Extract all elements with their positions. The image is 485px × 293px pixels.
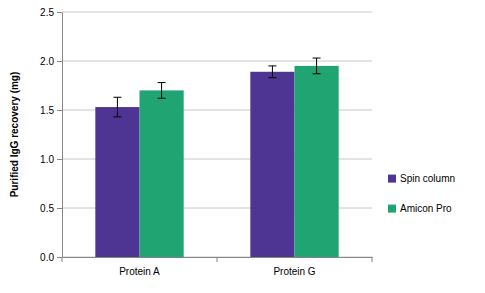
x-separator xyxy=(217,257,218,262)
chart: 0.0 0.5 1.0 1.5 2.0 2.5 Protein A Protein G Puri… xyxy=(0,0,485,293)
x-separator xyxy=(372,257,373,262)
y-axis: 0.0 0.5 1.0 1.5 2.0 2.5 xyxy=(40,7,62,263)
error-bar xyxy=(113,97,121,117)
y-tick-label: 0.0 xyxy=(40,252,54,263)
x-tick-mark xyxy=(139,257,140,262)
plot: 0.0 0.5 1.0 1.5 2.0 2.5 Protein A Protein G xyxy=(40,7,372,277)
bar xyxy=(250,72,294,257)
grid-line xyxy=(62,61,372,62)
x-tick: Protein A xyxy=(119,257,160,277)
legend-swatch xyxy=(388,175,396,183)
error-bar xyxy=(158,83,166,99)
y-tick: 1.5 xyxy=(40,105,62,116)
y-tick-mark xyxy=(57,257,62,258)
x-separator xyxy=(62,257,63,262)
x-tick-mark xyxy=(294,257,295,262)
x-tick-label: Protein A xyxy=(119,266,160,277)
error-bar xyxy=(313,58,321,74)
y-tick-mark xyxy=(57,208,62,209)
y-tick-mark xyxy=(57,12,62,13)
legend-item: Amicon Pro xyxy=(388,203,452,214)
y-axis-title: Purified IgG recovery (mg) xyxy=(9,72,20,198)
error-bar xyxy=(268,66,276,78)
bar xyxy=(95,107,139,257)
y-tick-label: 2.5 xyxy=(40,7,54,18)
grid-line xyxy=(62,12,372,13)
bar xyxy=(140,90,184,257)
y-tick: 2.0 xyxy=(40,56,62,67)
y-tick-label: 2.0 xyxy=(40,56,54,67)
x-tick: Protein G xyxy=(273,257,315,277)
y-tick: 1.0 xyxy=(40,154,62,165)
legend-swatch xyxy=(388,205,396,213)
grid xyxy=(62,12,372,257)
marks xyxy=(95,58,338,257)
legend-label: Spin column xyxy=(400,173,455,184)
y-tick-mark xyxy=(57,110,62,111)
y-axis-line xyxy=(62,13,63,258)
bar xyxy=(295,66,339,257)
y-tick: 0.5 xyxy=(40,203,62,214)
y-tick-mark xyxy=(57,61,62,62)
legend: Spin column Amicon Pro xyxy=(388,173,455,214)
y-tick-label: 1.0 xyxy=(40,154,54,165)
y-tick-label: 1.5 xyxy=(40,105,54,116)
x-axis: Protein A Protein G xyxy=(62,257,373,277)
legend-item: Spin column xyxy=(388,173,455,184)
y-tick: 0.0 xyxy=(40,252,62,263)
y-tick-label: 0.5 xyxy=(40,203,54,214)
legend-label: Amicon Pro xyxy=(400,203,452,214)
y-tick-mark xyxy=(57,159,62,160)
x-tick-label: Protein G xyxy=(273,266,315,277)
y-tick: 2.5 xyxy=(40,7,62,18)
